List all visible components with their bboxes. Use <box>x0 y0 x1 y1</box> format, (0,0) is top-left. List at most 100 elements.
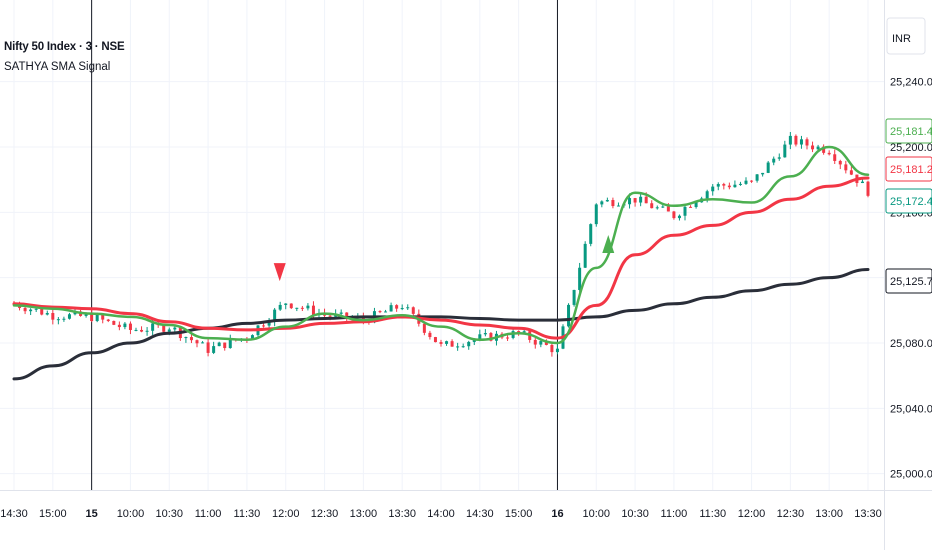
candle-body[interactable] <box>478 334 482 340</box>
sell-signal-arrow[interactable] <box>273 263 286 282</box>
candle-body[interactable] <box>744 180 748 184</box>
candle-body[interactable] <box>273 309 277 322</box>
candle-body[interactable] <box>605 200 609 202</box>
candle-body[interactable] <box>345 312 349 319</box>
candle-body[interactable] <box>467 341 471 347</box>
candle-body[interactable] <box>56 319 60 321</box>
candle-body[interactable] <box>555 348 559 353</box>
candle-body[interactable] <box>805 139 809 146</box>
candle-body[interactable] <box>822 146 826 153</box>
candle-body[interactable] <box>761 172 765 175</box>
candle-body[interactable] <box>112 320 116 325</box>
currency-button[interactable] <box>886 17 926 55</box>
candle-body[interactable] <box>51 313 55 320</box>
candle-body[interactable] <box>689 206 693 208</box>
candle-body[interactable] <box>711 186 715 192</box>
candle-body[interactable] <box>145 330 149 332</box>
candle-body[interactable] <box>428 332 432 338</box>
sma-long-line[interactable] <box>12 268 870 381</box>
candle-body[interactable] <box>406 307 410 309</box>
candle-body[interactable] <box>766 162 770 173</box>
candle-body[interactable] <box>395 305 399 309</box>
candle-body[interactable] <box>123 323 127 328</box>
candle-body[interactable] <box>411 307 415 314</box>
candle-body[interactable] <box>217 342 221 347</box>
candle-body[interactable] <box>489 333 493 341</box>
buy-signal-arrow[interactable] <box>602 235 615 253</box>
candle-body[interactable] <box>339 312 343 314</box>
candle-body[interactable] <box>184 337 188 339</box>
candle-body[interactable] <box>794 135 798 145</box>
candle-body[interactable] <box>422 323 426 333</box>
candle-body[interactable] <box>533 339 537 345</box>
candle-body[interactable] <box>544 341 548 345</box>
candle-body[interactable] <box>212 346 216 353</box>
candle-body[interactable] <box>567 304 571 327</box>
candle-body[interactable] <box>777 157 781 159</box>
price-label-box[interactable] <box>885 188 932 214</box>
candle-body[interactable] <box>633 198 637 203</box>
candle-body[interactable] <box>600 201 604 205</box>
candle-body[interactable] <box>173 327 177 330</box>
candle-body[interactable] <box>755 174 759 181</box>
candle-body[interactable] <box>611 200 615 207</box>
candle-body[interactable] <box>295 307 299 309</box>
candle-body[interactable] <box>311 305 315 316</box>
candle-body[interactable] <box>101 314 105 320</box>
candle-body[interactable] <box>400 308 404 310</box>
candle-body[interactable] <box>572 289 576 305</box>
candle-body[interactable] <box>628 198 632 205</box>
candle-body[interactable] <box>672 211 676 219</box>
candle-body[interactable] <box>306 305 310 309</box>
candle-body[interactable] <box>799 139 803 145</box>
candle-body[interactable] <box>655 207 659 209</box>
candle-body[interactable] <box>300 307 304 309</box>
candle-body[interactable] <box>844 164 848 171</box>
candle-body[interactable] <box>23 307 27 312</box>
candle-body[interactable] <box>95 314 99 321</box>
candle-body[interactable] <box>195 340 199 344</box>
candle-body[interactable] <box>866 181 870 196</box>
candle-body[interactable] <box>750 180 754 182</box>
candle-body[interactable] <box>738 183 742 185</box>
candle-body[interactable] <box>223 342 227 349</box>
candle-body[interactable] <box>522 331 526 333</box>
candle-body[interactable] <box>167 329 171 332</box>
candle-body[interactable] <box>450 341 454 347</box>
candle-body[interactable] <box>284 303 288 305</box>
candle-body[interactable] <box>578 267 582 290</box>
candle-body[interactable] <box>445 341 449 344</box>
candle-body[interactable] <box>228 338 232 349</box>
candle-body[interactable] <box>384 311 388 313</box>
candle-body[interactable] <box>727 185 731 188</box>
candle-body[interactable] <box>140 329 144 332</box>
candle-body[interactable] <box>84 313 88 316</box>
sma-slow-line[interactable] <box>12 176 870 340</box>
candle-body[interactable] <box>151 323 155 331</box>
candle-body[interactable] <box>439 342 443 344</box>
indicator-name[interactable]: SATHYA SMA Signal <box>4 61 111 73</box>
candle-body[interactable] <box>389 305 393 312</box>
candle-body[interactable] <box>589 224 593 244</box>
candle-body[interactable] <box>378 311 382 313</box>
candle-body[interactable] <box>62 318 66 320</box>
candle-body[interactable] <box>827 152 831 155</box>
candle-body[interactable] <box>677 215 681 219</box>
candle-body[interactable] <box>683 206 687 216</box>
candle-body[interactable] <box>783 144 787 158</box>
candle-body[interactable] <box>250 335 254 340</box>
price-label-box[interactable] <box>885 156 932 182</box>
candle-body[interactable] <box>456 346 460 348</box>
candle-body[interactable] <box>34 308 38 310</box>
sma-fast-line[interactable] <box>12 145 870 345</box>
candle-body[interactable] <box>722 184 726 186</box>
candle-body[interactable] <box>128 323 132 330</box>
candle-body[interactable] <box>539 341 543 345</box>
candle-body[interactable] <box>206 342 210 353</box>
candle-body[interactable] <box>716 184 720 187</box>
candle-body[interactable] <box>134 329 138 331</box>
candle-body[interactable] <box>67 314 71 319</box>
candle-body[interactable] <box>328 315 332 317</box>
candle-body[interactable] <box>90 313 94 321</box>
